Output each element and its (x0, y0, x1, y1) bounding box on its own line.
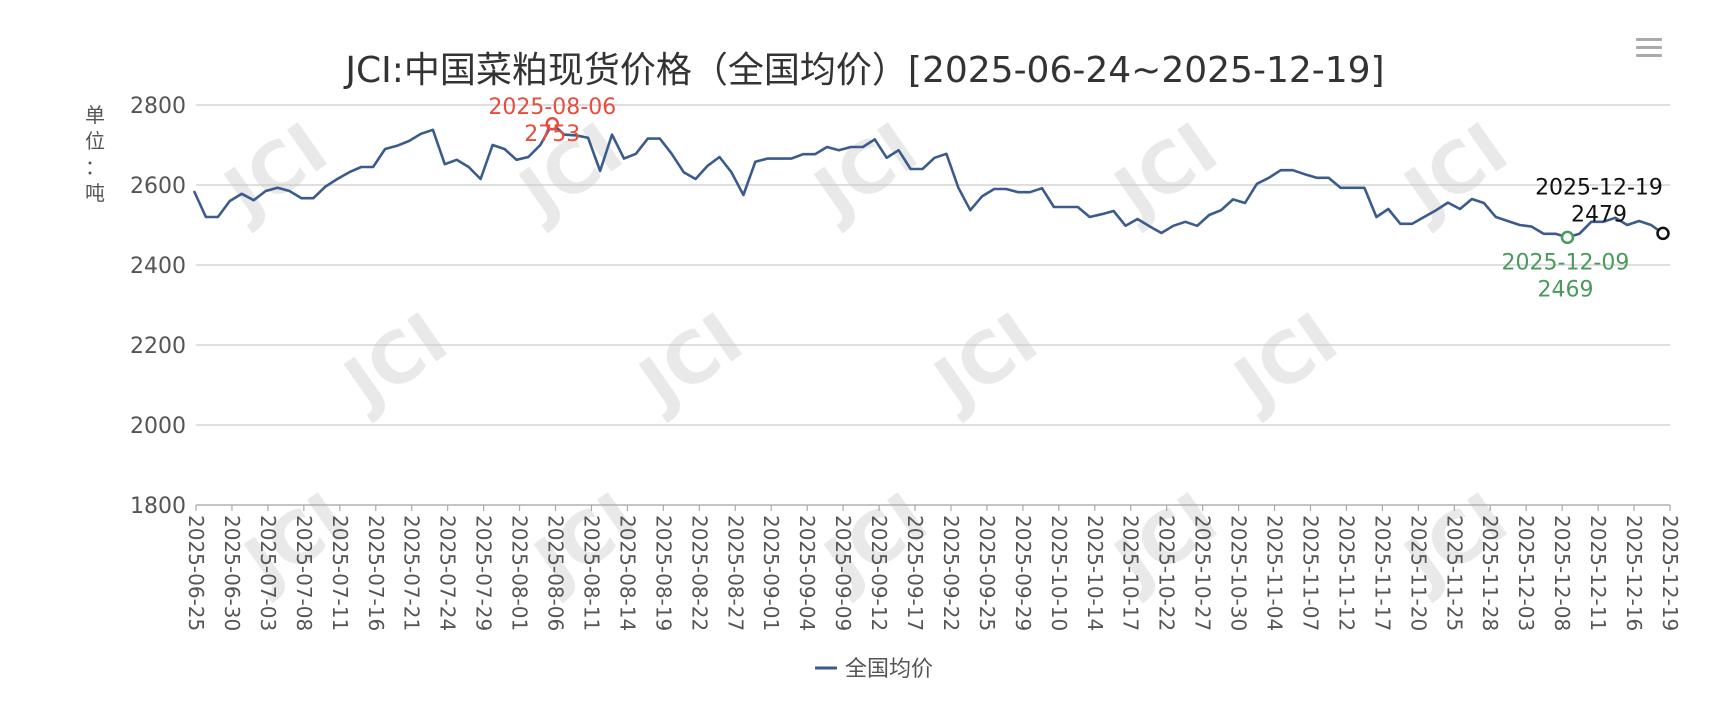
x-tick-label: 2025-07-11 (328, 515, 352, 631)
annotation-value: 2753 (524, 122, 580, 147)
annotation-marker (1656, 226, 1670, 241)
unit-char: 单 (85, 103, 105, 127)
x-tick-label: 2025-10-14 (1083, 515, 1107, 631)
watermark-text: JCI (327, 297, 462, 426)
x-tick-label: 2025-11-28 (1478, 515, 1502, 631)
x-tick-label: 2025-08-01 (508, 515, 532, 631)
watermark-text: JCI (207, 107, 342, 236)
x-tick-label: 2025-08-11 (579, 515, 603, 631)
x-tick-label: 2025-09-09 (831, 515, 855, 631)
unit-char: 吨 (85, 181, 105, 205)
x-tick-label: 2025-12-08 (1550, 515, 1574, 631)
y-tick-label: 1800 (130, 494, 186, 519)
unit-char: ： (85, 155, 105, 179)
x-tick-label: 2025-12-03 (1514, 515, 1538, 631)
y-axis-ticks: 1800 2000 2200 2400 2600 2800 (130, 94, 186, 519)
x-tick-label: 2025-07-24 (436, 515, 460, 631)
annotation-date: 2025-12-19 (1535, 175, 1663, 200)
y-tick-label: 2200 (130, 334, 186, 359)
x-tick-label: 2025-10-10 (1047, 515, 1071, 631)
x-tick-label: 2025-09-12 (867, 515, 891, 631)
x-tick-label: 2025-08-22 (687, 515, 711, 631)
x-tick-label: 2025-07-08 (292, 515, 316, 631)
unit-char: 位 (85, 129, 105, 153)
annotation-date: 2025-12-09 (1502, 250, 1630, 275)
x-tick-label: 2025-09-25 (975, 515, 999, 631)
x-axis: 2025-06-25 2025-06-30 2025-07-03 2025-07-08… (184, 504, 1682, 631)
annotation-marker (545, 117, 560, 131)
x-tick-label: 2025-11-04 (1263, 515, 1287, 631)
x-tick-label: 2025-08-19 (651, 515, 675, 631)
watermark-text: JCI (917, 297, 1052, 426)
x-tick-label: 2025-11-12 (1334, 515, 1358, 631)
x-tick-label: 2025-11-25 (1442, 515, 1466, 631)
y-tick-label: 2600 (130, 174, 186, 199)
menu-icon[interactable] (1636, 38, 1662, 60)
watermark-text: JCI (622, 297, 757, 426)
annotation-date: 2025-08-06 (488, 95, 616, 120)
x-tick-label: 2025-10-27 (1191, 515, 1215, 631)
watermark-text: JCI (1217, 297, 1352, 426)
x-tick-label: 2025-11-20 (1406, 515, 1430, 631)
menu-icon-bar (1636, 54, 1662, 57)
legend[interactable]: 全国均价 (815, 657, 933, 682)
x-tick-label: 2025-09-17 (903, 515, 927, 631)
x-tick-label: 2025-08-14 (615, 515, 639, 631)
series-layer (192, 122, 1664, 239)
x-tick-label: 2025-11-07 (1298, 515, 1322, 631)
annotation-value: 2479 (1571, 202, 1627, 227)
x-tick-label: 2025-06-30 (220, 515, 244, 631)
y-tick-label: 2800 (130, 94, 186, 119)
x-tick-label: 2025-12-11 (1586, 515, 1610, 631)
x-tick-label: 2025-10-30 (1227, 515, 1251, 631)
y-axis-unit-label: 单位：吨 (85, 103, 105, 205)
x-tick-label: 2025-08-06 (544, 515, 568, 631)
x-tick-label: 2025-12-19 (1658, 515, 1682, 631)
watermark-text: JCI (797, 107, 932, 236)
menu-icon-bar (1636, 38, 1662, 41)
x-tick-label: 2025-06-25 (184, 515, 208, 631)
watermark-text: JCI (1387, 107, 1522, 236)
x-tick-label: 2025-09-01 (759, 515, 783, 631)
x-tick-label: 2025-08-27 (723, 515, 747, 631)
annotation-marker (1560, 230, 1575, 245)
chart-title: JCI:中国菜粕现货价格（全国均价）[2025-06-24~2025-12-19… (343, 50, 1384, 91)
x-tick-label: 2025-12-16 (1622, 515, 1646, 631)
x-tick-label: 2025-07-21 (400, 515, 424, 631)
x-tick-label: 2025-07-16 (364, 515, 388, 631)
menu-icon-bar (1636, 46, 1662, 49)
x-tick-label: 2025-11-17 (1370, 515, 1394, 631)
x-tick-label: 2025-10-22 (1155, 515, 1179, 631)
annotation-value: 2469 (1537, 277, 1593, 302)
y-tick-label: 2000 (130, 414, 186, 439)
x-tick-label: 2025-07-29 (472, 515, 496, 631)
y-tick-label: 2400 (130, 254, 186, 279)
x-tick-label: 2025-07-03 (256, 515, 280, 631)
x-tick-label: 2025-09-29 (1011, 515, 1035, 631)
x-tick-label: 2025-10-17 (1119, 515, 1143, 631)
legend-label: 全国均价 (845, 657, 933, 682)
x-tick-label: 2025-09-22 (939, 515, 963, 631)
x-tick-label: 2025-09-04 (795, 515, 819, 631)
series-line (192, 122, 1664, 239)
